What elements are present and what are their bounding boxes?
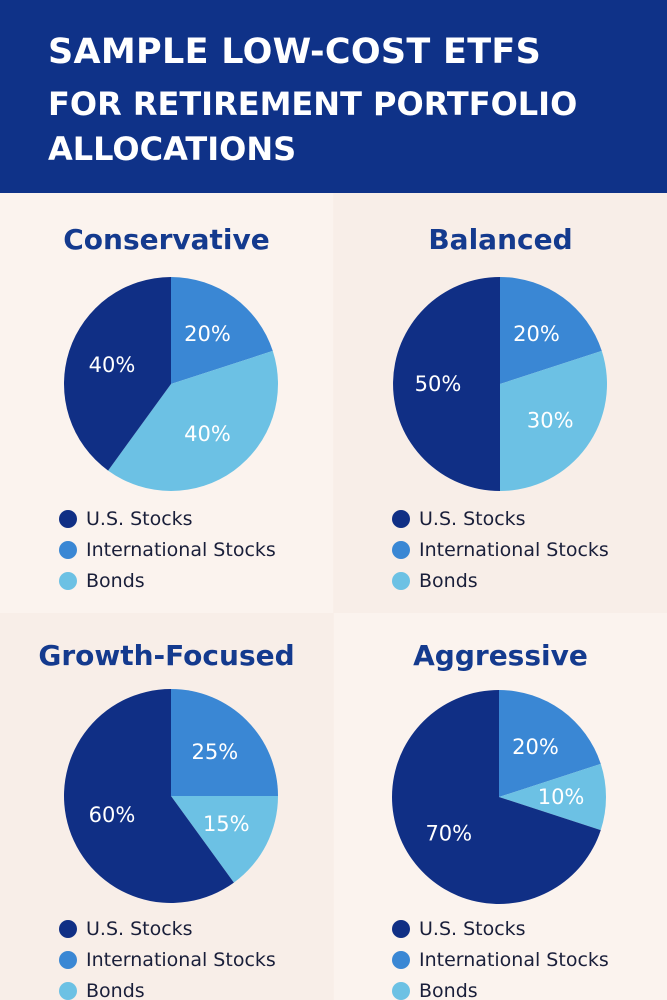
slice-label-international-stocks: 20%: [513, 322, 560, 346]
legend-swatch: [392, 541, 410, 559]
slice-bonds: [500, 350, 607, 491]
legend-label: U.S. Stocks: [86, 508, 193, 530]
title-line-2: FOR RETIREMENT PORTFOLIO: [48, 85, 578, 123]
legend-label: U.S. Stocks: [86, 918, 193, 940]
slice-bonds: [108, 350, 278, 491]
slice-international-stocks: [171, 277, 273, 384]
legend-swatch: [59, 541, 77, 559]
pie-chart: 20% 40% 40%: [64, 277, 278, 491]
slice-label-us-stocks: 50%: [415, 372, 462, 396]
chart-panel-aggressive: Aggressive 20% 10% 70% U.S. Stocks Interna…: [334, 613, 667, 1000]
slice-label-bonds: 10%: [538, 785, 585, 809]
slice-label-international-stocks: 25%: [192, 740, 239, 764]
legend-label: Bonds: [419, 980, 478, 1000]
legend-swatch: [59, 982, 77, 1000]
chart-panel-balanced: Balanced 20% 30% 50% U.S. Stocks Internati…: [334, 193, 667, 613]
legend-swatch: [59, 572, 77, 590]
legend-swatch: [392, 920, 410, 938]
legend-swatch: [59, 951, 77, 969]
legend-swatch: [392, 510, 410, 528]
chart-panel-growth-focused: Growth-Focused 25% 15% 60% U.S. Stocks Int…: [0, 613, 333, 1000]
legend-swatch: [392, 951, 410, 969]
legend-swatch: [59, 510, 77, 528]
slice-label-us-stocks: 40%: [89, 353, 136, 377]
slice-international-stocks: [171, 689, 278, 796]
slice-international-stocks: [499, 690, 601, 797]
chart-panel-conservative: Conservative 20% 40% 40% U.S. Stocks Inter…: [0, 193, 333, 613]
legend-swatch: [392, 572, 410, 590]
legend-label: International Stocks: [86, 539, 276, 561]
slice-label-us-stocks: 60%: [89, 803, 136, 827]
pie-chart: 25% 15% 60%: [64, 689, 278, 903]
slice-bonds: [499, 763, 606, 831]
slice-us-stocks: [64, 689, 234, 903]
slice-international-stocks: [500, 277, 602, 384]
header-banner: SAMPLE LOW-COST ETFS FOR RETIREMENT PORT…: [0, 0, 667, 193]
slice-bonds: [171, 796, 278, 883]
pie-chart: 20% 30% 50%: [393, 277, 607, 491]
slice-label-international-stocks: 20%: [512, 735, 559, 759]
chart-title: Aggressive: [413, 639, 588, 672]
legend-swatch: [392, 982, 410, 1000]
chart-title: Conservative: [63, 223, 270, 256]
pie-chart: 20% 10% 70%: [392, 690, 606, 904]
slice-label-bonds: 15%: [203, 812, 250, 836]
legend-label: U.S. Stocks: [419, 508, 526, 530]
legend-label: International Stocks: [86, 949, 276, 971]
legend-label: International Stocks: [419, 949, 609, 971]
slice-label-us-stocks: 70%: [425, 821, 472, 845]
legend-label: Bonds: [86, 980, 145, 1000]
chart-title: Growth-Focused: [38, 639, 295, 672]
legend-swatch: [59, 920, 77, 938]
slice-label-international-stocks: 20%: [184, 322, 231, 346]
title-line-1: SAMPLE LOW-COST ETFS: [48, 32, 542, 72]
legend-label: Bonds: [419, 570, 478, 592]
legend-label: U.S. Stocks: [419, 918, 526, 940]
chart-title: Balanced: [428, 223, 573, 256]
legend-label: International Stocks: [419, 539, 609, 561]
slice-label-bonds: 30%: [527, 408, 574, 432]
title-line-3: ALLOCATIONS: [48, 130, 297, 168]
slice-us-stocks: [64, 277, 171, 471]
slice-label-bonds: 40%: [184, 422, 231, 446]
slice-us-stocks: [392, 690, 601, 904]
slice-us-stocks: [393, 277, 500, 491]
legend-label: Bonds: [86, 570, 145, 592]
